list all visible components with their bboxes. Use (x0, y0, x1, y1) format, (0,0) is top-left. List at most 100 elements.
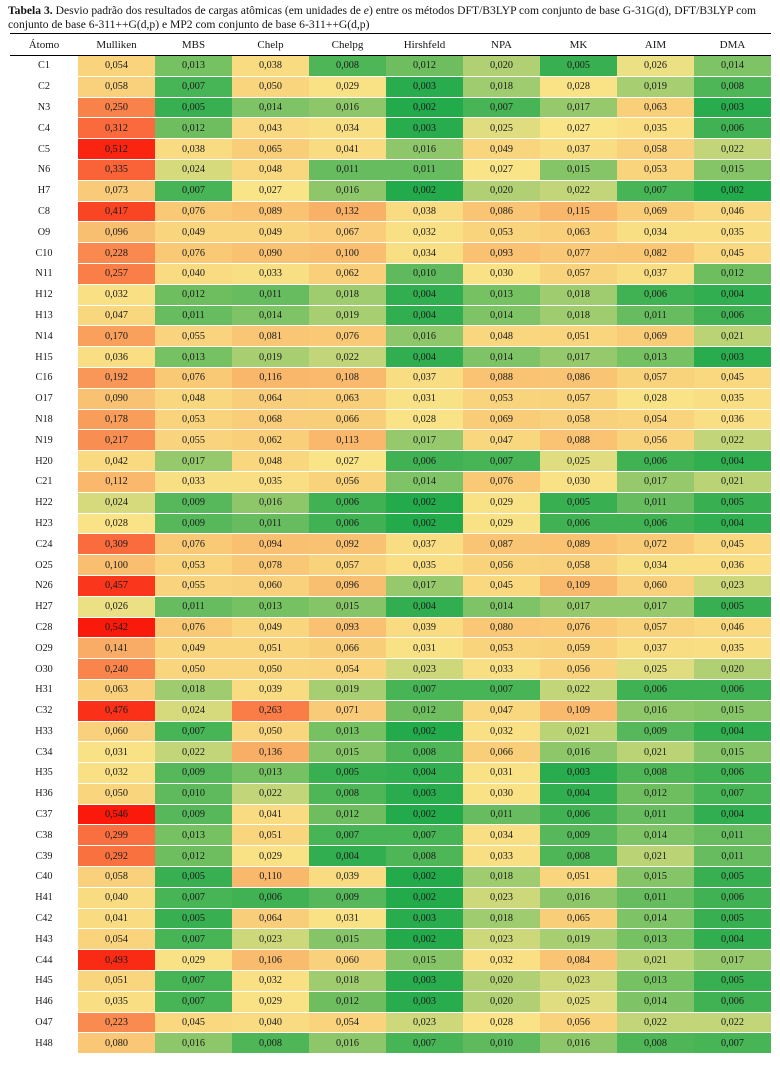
value-cell: 0,060 (309, 949, 386, 972)
value-cell: 0,010 (463, 1032, 540, 1055)
value-cell: 0,057 (540, 263, 617, 285)
value-cell: 0,116 (232, 367, 309, 389)
value-cell: 0,008 (617, 762, 694, 784)
table-row: H12 0,032 0,012 0,011 0,018 0,004 0,013 0,018 0,… (10, 284, 771, 306)
value-cell: 0,058 (540, 409, 617, 431)
atom-label: H33 (10, 721, 78, 743)
value-cell: 0,335 (78, 159, 155, 181)
value-cell: 0,007 (386, 824, 463, 847)
value-cell: 0,030 (540, 471, 617, 493)
value-cell: 0,053 (463, 637, 540, 660)
value-cell: 0,027 (540, 117, 617, 140)
value-cell: 0,018 (463, 76, 540, 98)
column-header-npa: NPA (463, 33, 540, 56)
value-cell: 0,029 (463, 492, 540, 514)
value-cell: 0,004 (386, 284, 463, 306)
value-cell: 0,040 (155, 263, 232, 285)
value-cell: 0,014 (617, 908, 694, 930)
value-cell: 0,056 (617, 429, 694, 452)
value-cell: 0,080 (463, 617, 540, 639)
value-cell: 0,007 (155, 180, 232, 202)
value-cell: 0,005 (694, 970, 771, 992)
value-cell: 0,015 (694, 700, 771, 722)
table-row: N3 0,250 0,005 0,014 0,016 0,002 0,007 0,017 0,0… (10, 97, 771, 119)
value-cell: 0,263 (232, 700, 309, 722)
table-row: C16 0,192 0,076 0,116 0,108 0,037 0,088 0,086 0,… (10, 367, 771, 389)
value-cell: 0,015 (694, 159, 771, 181)
atom-label: C2 (10, 76, 78, 98)
value-cell: 0,045 (463, 575, 540, 597)
value-cell: 0,069 (617, 325, 694, 348)
value-cell: 0,028 (463, 1012, 540, 1034)
value-cell: 0,005 (155, 97, 232, 119)
value-cell: 0,003 (386, 76, 463, 98)
value-cell: 0,011 (694, 824, 771, 847)
value-cell: 0,045 (694, 367, 771, 389)
table-row: N6 0,335 0,024 0,048 0,011 0,011 0,027 0,015 0,0… (10, 159, 771, 181)
value-cell: 0,004 (694, 721, 771, 743)
caption-text-1: Desvio padrão dos resultados de cargas a… (52, 4, 364, 17)
value-cell: 0,057 (617, 617, 694, 639)
value-cell: 0,078 (232, 554, 309, 576)
value-cell: 0,109 (540, 575, 617, 597)
value-cell: 0,058 (617, 138, 694, 160)
atom-label: H23 (10, 513, 78, 535)
atom-label: H20 (10, 450, 78, 472)
value-cell: 0,015 (617, 866, 694, 888)
value-cell: 0,090 (232, 242, 309, 264)
value-cell: 0,003 (694, 97, 771, 119)
value-cell: 0,022 (694, 429, 771, 452)
value-cell: 0,038 (232, 55, 309, 77)
value-cell: 0,004 (386, 346, 463, 368)
value-cell: 0,069 (617, 201, 694, 223)
value-cell: 0,018 (540, 284, 617, 306)
value-cell: 0,013 (155, 824, 232, 847)
value-cell: 0,057 (617, 367, 694, 389)
value-cell: 0,011 (463, 804, 540, 826)
value-cell: 0,060 (78, 721, 155, 743)
value-cell: 0,050 (155, 658, 232, 680)
table-row: N18 0,178 0,053 0,068 0,066 0,028 0,069 0,058 0,… (10, 409, 771, 431)
table-row: H46 0,035 0,007 0,029 0,012 0,003 0,020 0,025 0,… (10, 991, 771, 1013)
value-cell: 0,042 (78, 450, 155, 472)
value-cell: 0,005 (540, 55, 617, 77)
value-cell: 0,022 (617, 1012, 694, 1034)
value-cell: 0,014 (463, 346, 540, 368)
value-cell: 0,018 (309, 284, 386, 306)
atom-label: N14 (10, 325, 78, 348)
value-cell: 0,299 (78, 824, 155, 847)
column-header-hirshfeld: Hirshfeld (386, 33, 463, 56)
table-row: H23 0,028 0,009 0,011 0,006 0,002 0,029 0,006 0,… (10, 513, 771, 535)
value-cell: 0,018 (463, 866, 540, 888)
value-cell: 0,076 (155, 617, 232, 639)
value-cell: 0,025 (617, 658, 694, 680)
value-cell: 0,013 (309, 721, 386, 743)
value-cell: 0,546 (78, 804, 155, 826)
value-cell: 0,056 (540, 658, 617, 680)
value-cell: 0,170 (78, 325, 155, 348)
value-cell: 0,035 (617, 117, 694, 140)
value-cell: 0,008 (694, 76, 771, 98)
value-cell: 0,049 (155, 221, 232, 244)
value-cell: 0,049 (463, 138, 540, 160)
value-cell: 0,228 (78, 242, 155, 264)
table-caption: Tabela 3. Desvio padrão dos resultados d… (8, 4, 774, 32)
value-cell: 0,036 (694, 409, 771, 431)
value-cell: 0,033 (463, 658, 540, 680)
value-cell: 0,013 (155, 346, 232, 368)
table-row: C8 0,417 0,076 0,089 0,132 0,038 0,086 0,115 0,0… (10, 201, 771, 223)
table-row: O25 0,100 0,053 0,078 0,057 0,035 0,056 0,058 0,… (10, 554, 771, 576)
value-cell: 0,055 (155, 429, 232, 452)
atom-label: H22 (10, 492, 78, 514)
value-cell: 0,029 (155, 949, 232, 972)
value-cell: 0,028 (540, 76, 617, 98)
value-cell: 0,014 (694, 55, 771, 77)
value-cell: 0,088 (540, 429, 617, 452)
value-cell: 0,016 (309, 1032, 386, 1055)
value-cell: 0,005 (694, 596, 771, 618)
value-cell: 0,014 (232, 97, 309, 119)
value-cell: 0,141 (78, 637, 155, 660)
value-cell: 0,009 (540, 824, 617, 847)
value-cell: 0,039 (232, 679, 309, 701)
value-cell: 0,025 (540, 450, 617, 472)
